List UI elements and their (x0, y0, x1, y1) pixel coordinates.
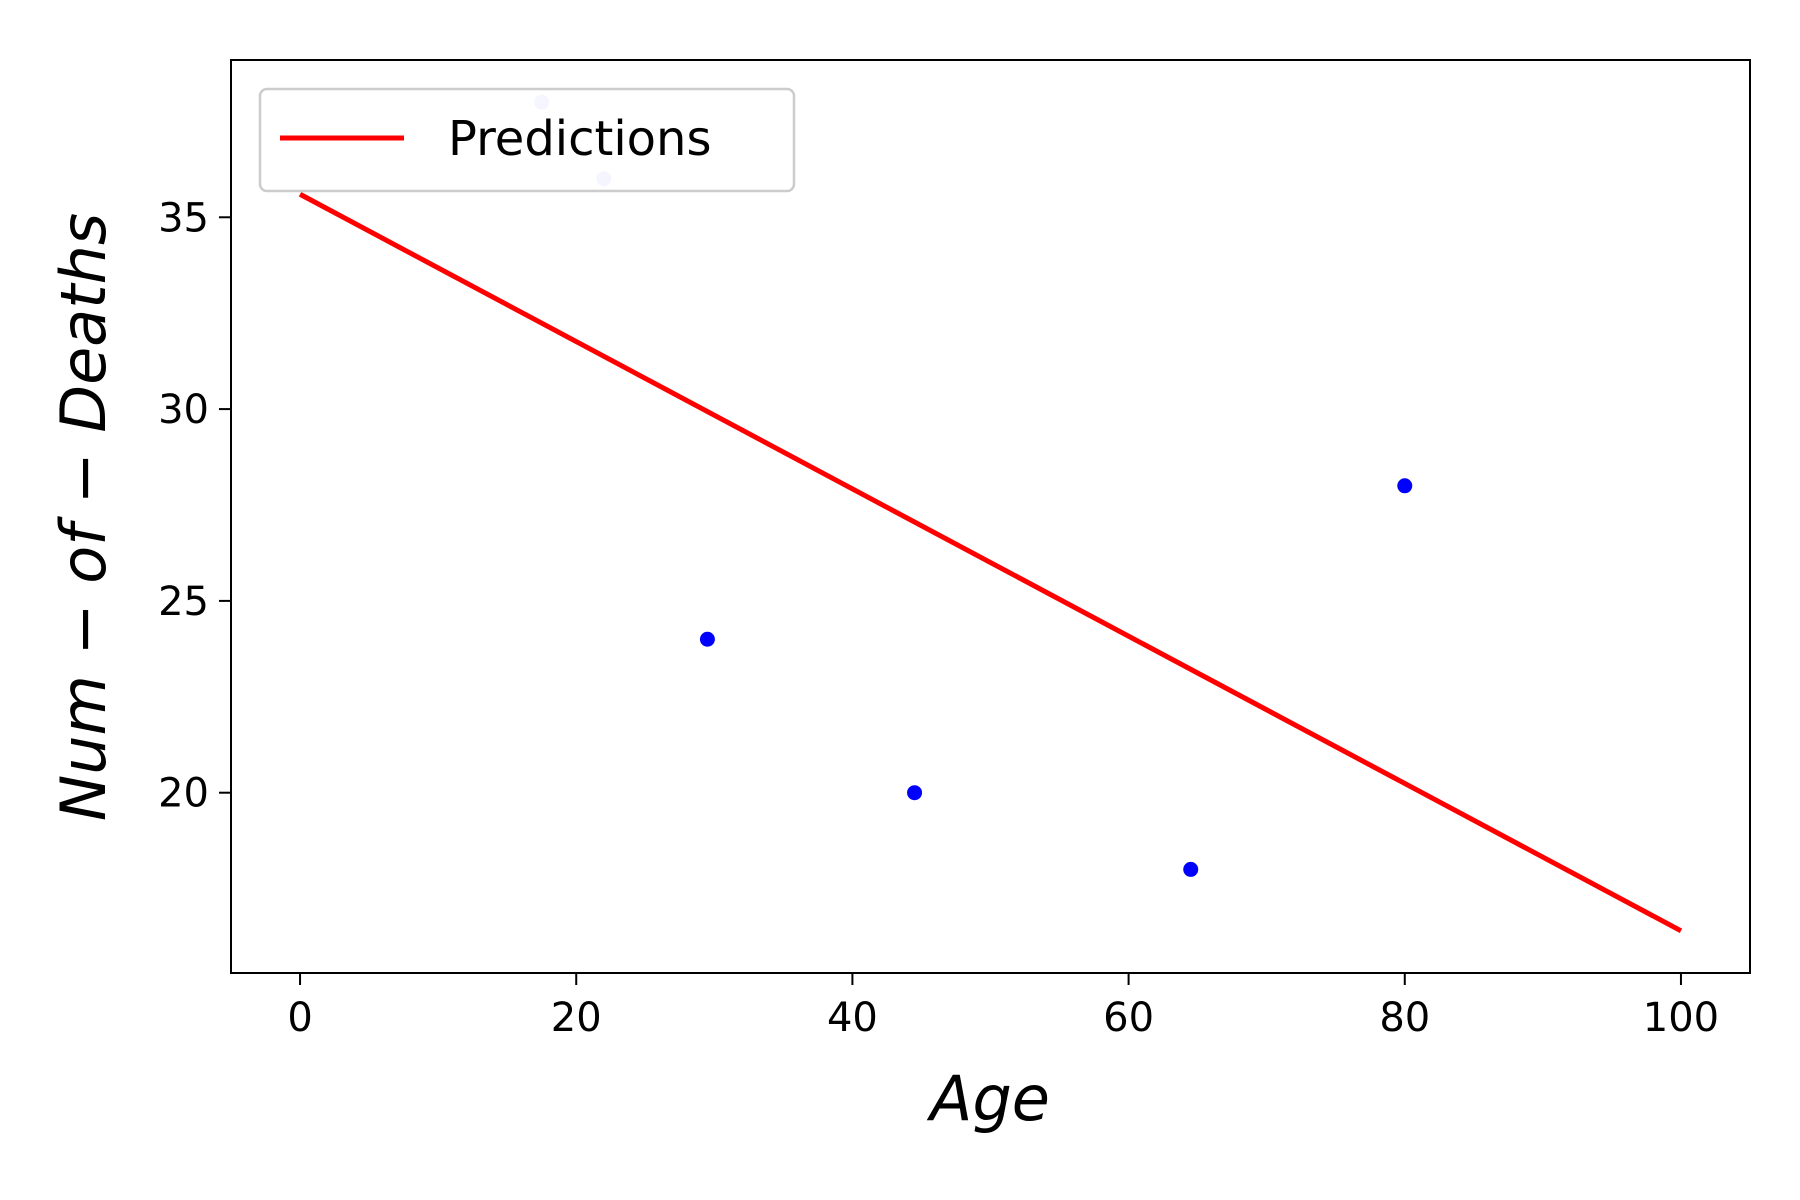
legend: Predictions (258, 87, 796, 193)
data-point (1183, 861, 1199, 877)
predictions-line (298, 192, 1683, 934)
y-tick-label: 30 (158, 387, 209, 433)
y-tick-label: 35 (158, 195, 209, 241)
x-axis-ticks: 0 20 40 60 80 100 (287, 973, 1719, 1041)
data-point (1397, 478, 1413, 494)
data-point (907, 785, 923, 801)
y-axis-ticks: 20 25 30 35 (158, 195, 231, 817)
y-axis-label: Num − of − Deaths (47, 213, 120, 821)
x-tick-label: 80 (1379, 995, 1430, 1041)
x-tick-label: 100 (1643, 995, 1719, 1041)
x-tick-label: 0 (287, 995, 312, 1041)
plot-area (231, 60, 1750, 973)
y-tick-label: 25 (158, 579, 209, 625)
plot-frame (230, 59, 1751, 974)
x-tick-label: 60 (1103, 995, 1154, 1041)
data-point (699, 631, 715, 647)
y-tick-label: 20 (158, 771, 209, 817)
legend-label-predictions: Predictions (448, 111, 711, 167)
x-axis-label: Age (926, 1062, 1050, 1135)
x-tick-label: 20 (551, 995, 602, 1041)
x-tick-label: 40 (827, 995, 878, 1041)
legend-box (258, 87, 796, 193)
